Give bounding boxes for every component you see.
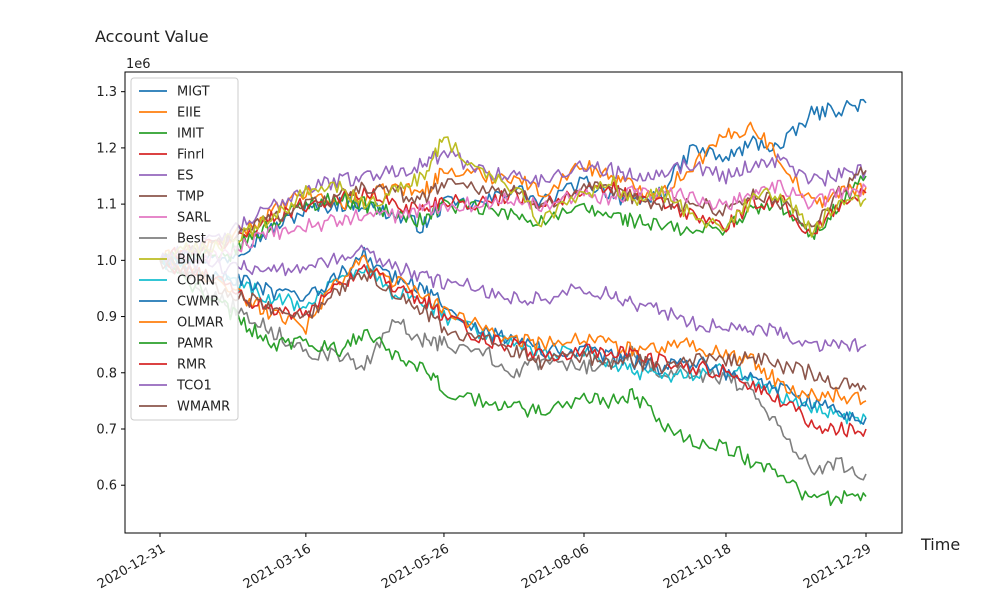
legend-label-corn: CORN (177, 274, 215, 289)
series-line-es (159, 148, 867, 266)
series-line-olmar (159, 254, 867, 406)
series-line-tmp (159, 166, 867, 263)
legend-label-imit: IMIT (177, 127, 204, 142)
legend-label-bnn: BNN (177, 253, 205, 268)
x-tick-label: 2021-05-26 (379, 541, 452, 592)
y-tick-label: 1.3 (96, 85, 117, 100)
y-tick-label: 1.0 (96, 254, 117, 269)
legend-box (130, 77, 239, 421)
series-line-sarl (159, 179, 867, 265)
legend-label-finrl: Finrl (177, 148, 204, 163)
y-axis: 0.6 0.7 0.8 0.9 1.0 1.1 1.2 1.3 (96, 85, 125, 494)
y-tick-label: 0.6 (96, 479, 117, 494)
x-tick-label: 2021-03-16 (241, 541, 314, 592)
y-tick-label: 0.8 (96, 366, 117, 381)
legend-label-wmamr: WMAMR (177, 400, 230, 415)
legend-label-rmr: RMR (177, 358, 206, 373)
legend-label-olmar: OLMAR (177, 316, 224, 331)
legend-label-tco1: TCO1 (176, 379, 212, 394)
chart-title: Account Value (95, 27, 209, 46)
x-tick-label: 2020-12-31 (95, 541, 168, 592)
legend: MIGT EIIE IMIT Finrl ES TMP SARL Best BNN CORN CWM… (130, 77, 239, 421)
series-line-best (159, 259, 867, 481)
legend-label-pamr: PAMR (177, 337, 213, 352)
series-layer (159, 98, 867, 507)
y-tick-label: 0.9 (96, 310, 117, 325)
legend-label-best: Best (177, 232, 206, 247)
series-line-pamr (159, 255, 867, 507)
series-line-wmamr (159, 256, 867, 392)
x-tick-label: 2021-08-06 (519, 541, 592, 592)
x-axis: 2020-12-31 2021-03-16 2021-05-26 2021-08-06… (95, 533, 874, 592)
plot-frame (124, 71, 903, 534)
y-offset-label: 1e6 (126, 57, 151, 72)
y-tick-label: 1.2 (96, 141, 117, 156)
legend-label-sarl: SARL (177, 211, 211, 226)
y-tick-label: 0.7 (96, 422, 117, 437)
legend-label-es: ES (177, 169, 193, 184)
legend-label-cwmr: CWMR (177, 295, 219, 310)
legend-label-migt: MIGT (177, 85, 210, 100)
series-line-rmr (159, 253, 867, 438)
x-axis-label: Time (920, 535, 960, 554)
x-tick-label: 2021-12-29 (801, 541, 874, 592)
legend-label-tmp: TMP (176, 190, 204, 205)
x-tick-label: 2021-10-18 (661, 541, 734, 592)
legend-label-eiie: EIIE (177, 106, 201, 121)
series-line-bnn (159, 136, 867, 265)
series-line-tco1 (159, 244, 867, 353)
y-tick-label: 1.1 (96, 198, 117, 213)
